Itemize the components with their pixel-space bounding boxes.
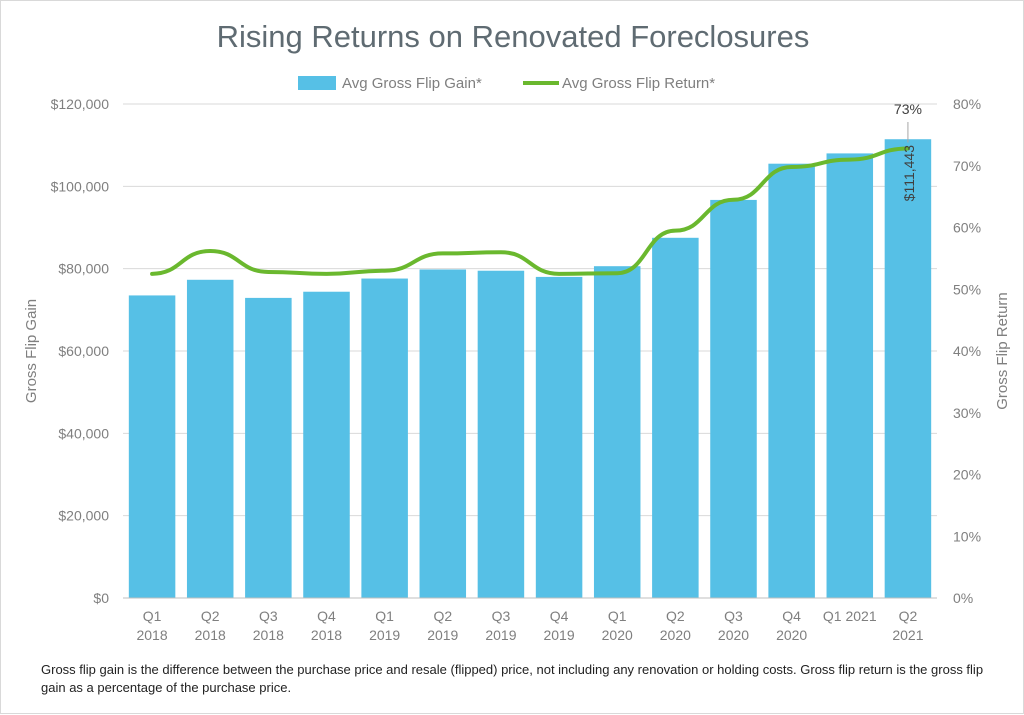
y2-tick-label: 20% — [953, 467, 981, 483]
bar — [478, 271, 525, 598]
bar — [536, 277, 583, 598]
bar — [652, 238, 699, 598]
bar — [594, 266, 641, 598]
bar — [827, 153, 874, 598]
bar — [768, 164, 815, 598]
y2-tick-label: 70% — [953, 158, 981, 174]
y-tick-label: $20,000 — [58, 508, 109, 524]
y-tick-label: $100,000 — [51, 178, 110, 194]
bar — [245, 298, 292, 598]
y2-tick-label: 80% — [953, 96, 981, 112]
y-tick-label: $0 — [93, 590, 109, 606]
footnote: Gross flip gain is the difference betwee… — [41, 661, 1001, 697]
bar — [361, 279, 408, 598]
bar — [129, 295, 176, 598]
legend-label-line: Avg Gross Flip Return* — [562, 75, 715, 92]
y2-axis-title: Gross Flip Return — [994, 292, 1011, 410]
chart-title: Rising Returns on Renovated Foreclosures — [217, 19, 810, 54]
y2-tick-label: 60% — [953, 220, 981, 236]
legend-label-bar: Avg Gross Flip Gain* — [342, 75, 482, 92]
bar — [710, 200, 757, 598]
bar — [885, 139, 932, 598]
bar — [303, 292, 350, 598]
y-axis-title: Gross Flip Gain — [23, 299, 40, 403]
y2-tick-label: 10% — [953, 528, 981, 544]
legend-swatch-bar — [298, 76, 336, 90]
y2-tick-label: 30% — [953, 405, 981, 421]
y2-tick-label: 0% — [953, 590, 973, 606]
y-tick-label: $40,000 — [58, 425, 109, 441]
x-tick-label: Q1 2021 — [823, 608, 877, 624]
y-tick-label: $60,000 — [58, 343, 109, 359]
y-tick-label: $120,000 — [51, 96, 110, 112]
bar — [420, 269, 467, 598]
bar — [187, 280, 234, 598]
y2-tick-label: 40% — [953, 343, 981, 359]
y2-tick-label: 50% — [953, 281, 981, 297]
line-value-label: 73% — [894, 101, 922, 117]
bar-value-label: $111,443 — [901, 145, 917, 202]
y-tick-label: $80,000 — [58, 261, 109, 277]
